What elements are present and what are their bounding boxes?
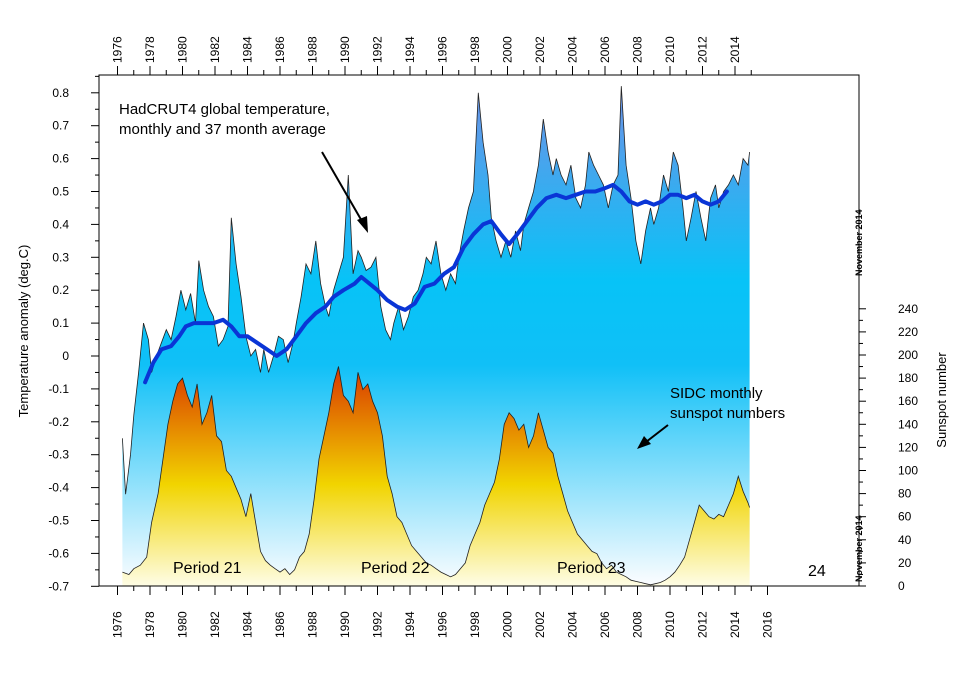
x-tick-label-bottom-1998: 1998	[468, 611, 482, 638]
x-tick-label-bottom-1986: 1986	[273, 611, 287, 638]
temperature-date-stamp: November 2014	[854, 209, 864, 276]
y-right-tick-label-20: 20	[898, 556, 912, 570]
period-23-label: Period 23	[557, 560, 626, 577]
y-right-tick-label-160: 160	[898, 394, 918, 408]
period-22-label: Period 22	[361, 560, 430, 577]
y-right-tick-label-60: 60	[898, 510, 912, 524]
y-left-tick-label--0.3: -0.3	[48, 448, 69, 462]
y-left-axis-title: Temperature anomaly (deg.C)	[16, 245, 31, 418]
y-right-tick-label-80: 80	[898, 487, 912, 501]
temperature-annotation-arrow	[321, 151, 368, 233]
x-tick-label-top-1984: 1984	[241, 36, 255, 63]
y-right-tick-label-200: 200	[898, 348, 918, 362]
x-tick-label-top-1992: 1992	[371, 36, 385, 63]
x-tick-label-top-1986: 1986	[273, 36, 287, 63]
y-right-tick-label-0: 0	[898, 579, 905, 593]
x-tick-label-top-1982: 1982	[208, 36, 222, 63]
x-tick-label-bottom-1992: 1992	[371, 611, 385, 638]
y-left-tick-label-0: 0	[62, 349, 69, 363]
x-tick-label-top-1976: 1976	[111, 36, 125, 63]
y-right-tick-label-100: 100	[898, 464, 918, 478]
temperature-annotation-line2: monthly and 37 month average	[119, 121, 326, 138]
x-tick-label-top-1996: 1996	[436, 36, 450, 63]
x-tick-label-top-2008: 2008	[631, 36, 645, 63]
period-24-label: 24	[808, 563, 826, 580]
x-tick-label-top-1994: 1994	[403, 36, 417, 63]
sunspot-monthly-line	[122, 366, 750, 586]
y-left-tick-label--0.6: -0.6	[48, 546, 69, 560]
x-tick-label-bottom-1978: 1978	[143, 611, 157, 638]
sunspot-annotation-arrow	[637, 424, 669, 449]
x-tick-label-bottom-1984: 1984	[241, 611, 255, 638]
temperature-annotation-line1: HadCRUT4 global temperature,	[119, 101, 330, 118]
x-tick-label-bottom-1990: 1990	[338, 611, 352, 638]
x-tick-label-bottom-2000: 2000	[501, 611, 515, 638]
plot-frame	[98, 74, 860, 587]
x-tick-label-bottom-2010: 2010	[663, 611, 677, 638]
period-21-label: Period 21	[173, 560, 242, 577]
y-left-tick-label-0.5: 0.5	[52, 185, 69, 199]
x-tick-label-bottom-1994: 1994	[403, 611, 417, 638]
x-tick-label-top-2014: 2014	[728, 36, 742, 63]
x-tick-label-bottom-2004: 2004	[566, 611, 580, 638]
temperature-37-month-average-line	[143, 182, 729, 385]
x-tick-label-bottom-2002: 2002	[533, 611, 547, 638]
sunspot-annotation-line2: sunspot numbers	[670, 405, 785, 422]
x-tick-label-bottom-2014: 2014	[728, 611, 742, 638]
x-tick-label-top-1998: 1998	[468, 36, 482, 63]
axes: 1976 1978 1980 1982 1984 1986 1988 1990 1992 1994…	[16, 36, 949, 638]
y-right-tick-label-220: 220	[898, 325, 918, 339]
y-left-tick-label--0.4: -0.4	[48, 481, 69, 495]
x-tick-label-bottom-1980: 1980	[176, 611, 190, 638]
y-left-tick-label-0.8: 0.8	[52, 86, 69, 100]
sunspot-annotation-line1: SIDC monthly	[670, 385, 763, 402]
y-left-tick-label-0.4: 0.4	[52, 217, 69, 231]
x-tick-label-top-1988: 1988	[306, 36, 320, 63]
y-left-tick-label-0.6: 0.6	[52, 152, 69, 166]
temperature-monthly-line	[122, 86, 750, 495]
x-tick-label-top-1990: 1990	[338, 36, 352, 63]
y-left-tick-label--0.5: -0.5	[48, 514, 69, 528]
x-tick-label-bottom-2006: 2006	[598, 611, 612, 638]
x-tick-label-bottom-1982: 1982	[208, 611, 222, 638]
y-left-tick-label-0.2: 0.2	[52, 283, 69, 297]
x-tick-label-top-2012: 2012	[696, 36, 710, 63]
x-tick-label-bottom-1976: 1976	[111, 611, 125, 638]
y-left-tick-label-0.3: 0.3	[52, 250, 69, 264]
x-tick-label-bottom-2016: 2016	[761, 611, 775, 638]
x-tick-label-top-2010: 2010	[663, 36, 677, 63]
x-tick-label-bottom-2012: 2012	[696, 611, 710, 638]
temperature-area-fill	[122, 86, 750, 586]
y-right-axis-title: Sunspot number	[934, 352, 949, 448]
x-tick-label-top-2006: 2006	[598, 36, 612, 63]
x-tick-label-bottom-2008: 2008	[631, 611, 645, 638]
y-right-tick-label-240: 240	[898, 302, 918, 316]
y-left-tick-label-0.1: 0.1	[52, 316, 69, 330]
x-tick-label-top-1980: 1980	[176, 36, 190, 63]
x-tick-label-top-2000: 2000	[501, 36, 515, 63]
y-right-tick-label-180: 180	[898, 371, 918, 385]
x-tick-label-top-2002: 2002	[533, 36, 547, 63]
plot-area	[122, 86, 750, 586]
x-tick-label-bottom-1996: 1996	[436, 611, 450, 638]
x-tick-label-bottom-1988: 1988	[306, 611, 320, 638]
y-left-tick-label--0.7: -0.7	[48, 579, 69, 593]
x-tick-label-top-2004: 2004	[566, 36, 580, 63]
y-right-tick-label-120: 120	[898, 440, 918, 454]
sunspot-date-stamp: November 2014	[854, 515, 864, 582]
y-left-tick-label--0.2: -0.2	[48, 415, 69, 429]
y-left-tick-label--0.1: -0.1	[48, 382, 69, 396]
y-right-tick-label-40: 40	[898, 533, 912, 547]
y-right-tick-label-140: 140	[898, 417, 918, 431]
y-left-tick-label-0.7: 0.7	[52, 119, 69, 133]
x-tick-label-top-1978: 1978	[143, 36, 157, 63]
